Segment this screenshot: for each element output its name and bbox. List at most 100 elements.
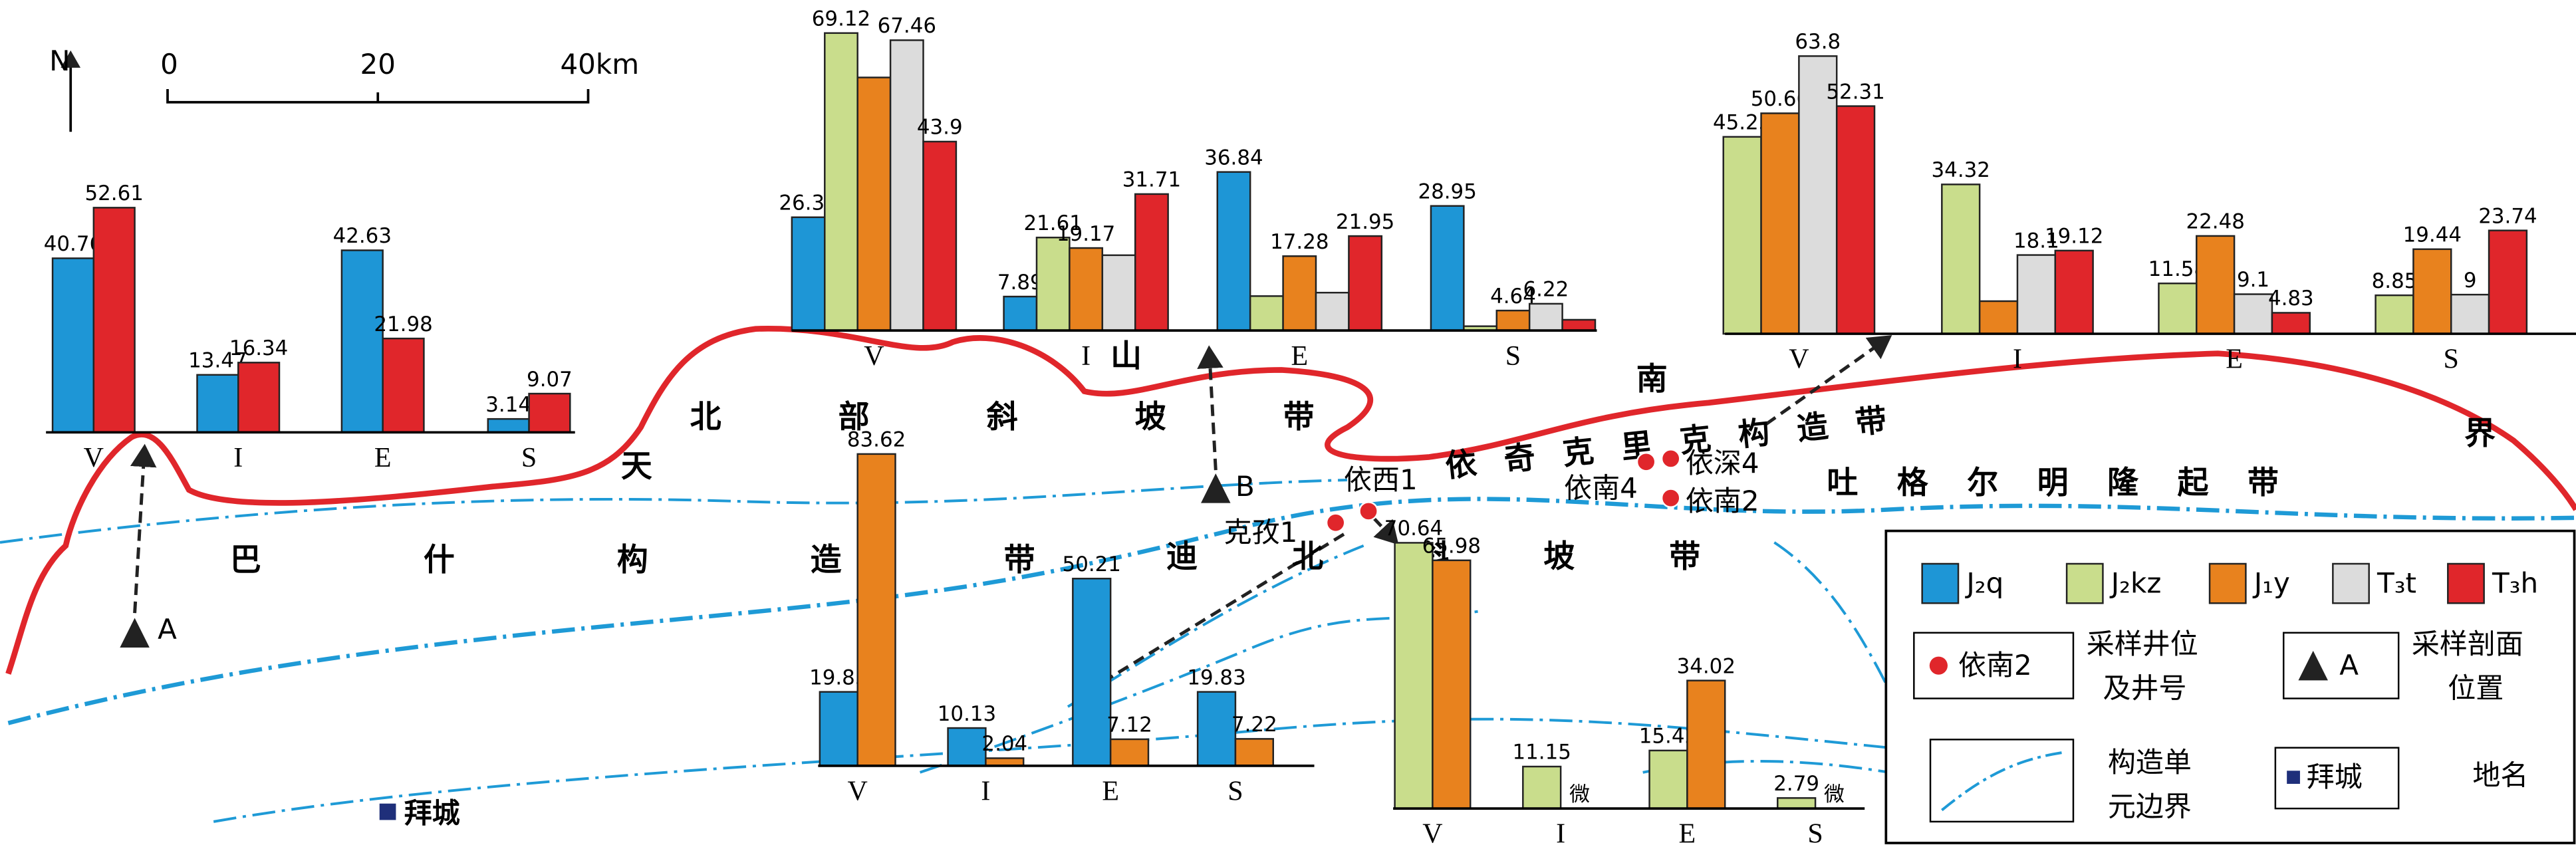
boundary-char: 南	[1636, 361, 1668, 398]
value-label: 9.1	[2237, 268, 2269, 292]
value-label: 19.83	[1187, 665, 1245, 689]
wells	[1325, 449, 1681, 533]
bar	[791, 216, 826, 332]
bar	[1430, 205, 1465, 332]
value-label: 67.46	[878, 14, 936, 38]
boundary-char: 山	[1110, 338, 1142, 375]
bar	[1348, 235, 1383, 332]
value-label: 36.84	[1204, 146, 1263, 170]
section-label: A	[158, 613, 177, 646]
legend-text: 采样剖面	[2412, 628, 2523, 660]
bar	[1249, 295, 1284, 332]
value-label: 4.83	[2268, 287, 2314, 310]
bar	[1528, 302, 1563, 332]
unit-label: 北部斜坡带	[690, 399, 1315, 435]
bar	[1686, 679, 1726, 810]
bar	[1394, 542, 1434, 810]
x-tick-label: E	[1102, 777, 1119, 807]
x-tick-label: I	[1081, 341, 1091, 372]
x-tick-label: V	[848, 777, 868, 807]
bar	[92, 207, 136, 433]
bar	[528, 392, 571, 433]
value-label: 19.12	[2045, 225, 2103, 249]
legend-text: 位置	[2448, 672, 2504, 705]
bar	[1069, 247, 1104, 332]
bar	[1978, 300, 2019, 335]
x-tick-label: V	[84, 443, 104, 473]
bar	[1282, 255, 1317, 332]
value-label: 18.1	[2013, 229, 2059, 253]
x-tick-label: V	[864, 341, 884, 372]
value-label: 42.63	[333, 224, 392, 248]
legend-text: 构造单	[2108, 746, 2192, 779]
well-label: 克孜1	[1224, 516, 1298, 548]
bar	[2375, 294, 2414, 335]
value-label: 22.48	[2186, 210, 2244, 234]
tianshan-south-boundary	[5, 326, 2576, 675]
scale-bar	[61, 50, 590, 132]
legend-swatch	[1921, 562, 1960, 604]
value-label: 9.07	[527, 368, 573, 392]
unit-label: 吐格尔明隆起带	[1827, 465, 2278, 501]
value-label: 2.04	[981, 732, 1027, 756]
bar	[2271, 312, 2311, 335]
legend-sample: 依南2	[1958, 649, 2032, 681]
value-label: 28.95	[1418, 180, 1476, 203]
bar	[1648, 749, 1688, 810]
x-tick-label: S	[1807, 819, 1823, 845]
bar	[2233, 293, 2273, 335]
value-label: 40.76	[44, 232, 102, 256]
bar	[2054, 249, 2094, 335]
bar	[1134, 193, 1169, 332]
bar	[1234, 738, 1274, 767]
bar	[382, 337, 425, 433]
bar	[2196, 235, 2236, 335]
legend-sample: A	[2339, 649, 2359, 681]
value-label: 微	[1824, 783, 1845, 806]
value-label: 微	[1569, 783, 1590, 806]
scale-label: 0	[160, 48, 178, 80]
value-label: 7.22	[1231, 713, 1277, 737]
value-label: 31.71	[1122, 168, 1181, 192]
boundary-char: 天	[621, 448, 652, 485]
bar	[1760, 112, 1800, 335]
bar	[1216, 171, 1251, 332]
x-tick-label: S	[1227, 777, 1243, 807]
legend-label: T₃h	[2492, 567, 2538, 600]
x-tick-label: I	[233, 443, 243, 473]
value-label: 13.47	[188, 349, 247, 373]
bar	[196, 374, 239, 433]
bar	[1722, 136, 1762, 335]
legend-text: 采样井位	[2087, 628, 2198, 660]
value-label: 4.64	[1490, 285, 1536, 308]
boundary-char: 界	[2464, 416, 2496, 452]
value-label: 52.31	[1826, 80, 1884, 104]
bar	[1495, 309, 1531, 332]
x-tick-label: I	[2013, 344, 2022, 375]
legend-swatch	[2447, 562, 2485, 604]
value-label: 8.85	[2372, 269, 2418, 293]
bar	[2450, 293, 2490, 335]
section-label: B	[1235, 470, 1255, 503]
legend: J₂q J₂kz J₁y T₃t T₃h 依南2 采样井位 及井号 A 采样剖面 位置 …	[1884, 529, 2576, 844]
value-label: 7.89	[997, 271, 1043, 295]
bar	[1315, 291, 1350, 332]
value-label: 50.21	[1063, 552, 1121, 576]
legend-swatch	[2332, 562, 2370, 604]
bar	[1035, 237, 1071, 332]
value-label: 69.12	[812, 7, 870, 31]
unit-label: 巴什构造带	[230, 542, 1035, 578]
value-label: 65.98	[1422, 535, 1481, 558]
value-label: 3.14	[485, 393, 531, 417]
bar	[1109, 738, 1150, 767]
bar	[1101, 254, 1136, 332]
bar	[1941, 183, 1981, 335]
scale-label: 40km	[560, 48, 639, 80]
value-label: 19.17	[1057, 222, 1115, 246]
value-label: 34.02	[1677, 654, 1736, 678]
legend-text: 地名	[2472, 759, 2528, 792]
bar	[1522, 765, 1562, 810]
bar	[487, 418, 530, 433]
x-tick-label: E	[1291, 341, 1308, 372]
